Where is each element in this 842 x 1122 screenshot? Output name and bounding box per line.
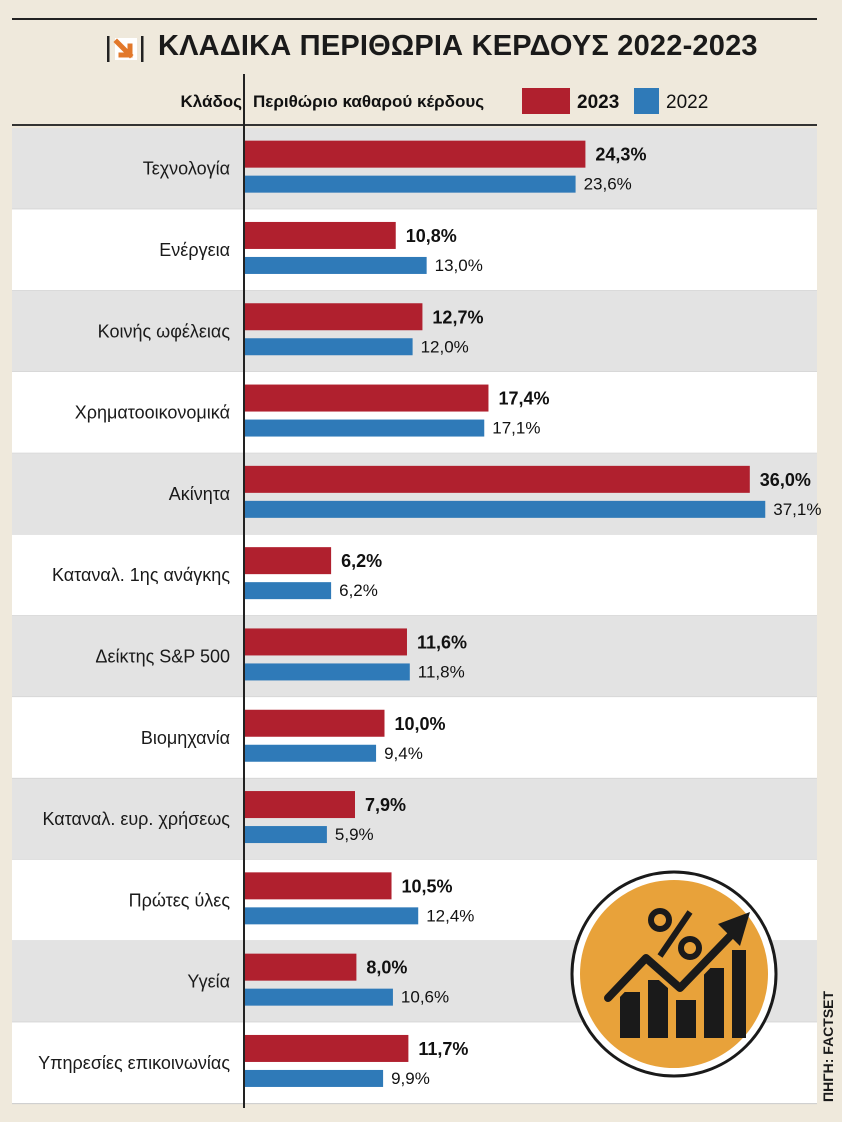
value-header: Περιθώριο καθαρού κέρδους	[253, 92, 485, 111]
data-label-2023: 11,7%	[418, 1039, 468, 1059]
data-label-2023: 8,0%	[366, 958, 407, 978]
data-label-2023: 24,3%	[595, 145, 646, 165]
bar-2022	[244, 500, 766, 518]
legend-swatch-2022	[634, 88, 659, 114]
bar-2022	[244, 826, 327, 844]
data-label-2023: 7,9%	[365, 795, 406, 815]
category-label: Τεχνολογία	[143, 159, 230, 179]
data-label-2022: 6,2%	[339, 581, 378, 600]
row-background	[12, 697, 817, 779]
bar-2022	[244, 256, 427, 274]
bar-2023	[244, 303, 423, 331]
data-label-2023: 10,0%	[395, 714, 446, 734]
category-axis-line	[243, 74, 245, 1108]
bar-2023	[244, 953, 357, 981]
bar-2022	[244, 175, 576, 193]
data-label-2023: 36,0%	[760, 470, 811, 490]
category-header: Κλάδος	[180, 92, 242, 111]
bar-2023	[244, 384, 489, 412]
bar-2022	[244, 338, 413, 356]
row-background	[12, 778, 817, 860]
arrow-down-right-icon	[107, 36, 144, 62]
bar-2022	[244, 907, 419, 925]
data-label-2022: 17,1%	[492, 419, 540, 438]
category-label: Υπηρεσίες επικοινωνίας	[38, 1053, 230, 1073]
category-label: Ακίνητα	[169, 484, 230, 504]
bar-2022	[244, 988, 393, 1006]
category-label: Κοινής ωφέλειας	[98, 321, 231, 341]
data-label-2022: 12,0%	[421, 337, 469, 356]
bar-2023	[244, 465, 750, 493]
percent-growth-chart-icon	[570, 870, 778, 1078]
bar-2022	[244, 1069, 384, 1087]
bar-2023	[244, 872, 392, 900]
row-background	[12, 453, 817, 535]
row-background	[12, 615, 817, 698]
row-background	[12, 209, 817, 291]
data-label-2023: 17,4%	[498, 389, 549, 409]
data-label-2022: 23,6%	[584, 175, 632, 194]
bar-2023	[244, 140, 586, 168]
category-label: Καταναλ. ευρ. χρήσεως	[42, 809, 230, 829]
bar-2023	[244, 791, 355, 819]
data-label-2022: 9,4%	[384, 744, 423, 763]
data-label-2022: 10,6%	[401, 988, 449, 1007]
source-credit: ΠΗΓΗ: FACTSET	[820, 990, 836, 1102]
data-label-2023: 11,6%	[417, 632, 467, 652]
bar-2023	[244, 628, 407, 656]
bar-2023	[244, 221, 396, 249]
bar-2023	[244, 547, 332, 575]
legend-label-2023: 2023	[577, 92, 620, 113]
category-label: Υγεία	[187, 972, 230, 992]
category-label: Πρώτες ύλες	[129, 890, 231, 910]
category-label: Καταναλ. 1ης ανάγκης	[52, 565, 230, 585]
legend-label-2022: 2022	[666, 92, 709, 113]
bar-2022	[244, 419, 485, 437]
bar-2023	[244, 1034, 409, 1062]
data-label-2023: 12,7%	[432, 307, 483, 327]
bar-2022	[244, 663, 410, 681]
category-label: Βιομηχανία	[141, 728, 230, 748]
bar-2023	[244, 709, 385, 737]
data-label-2022: 12,4%	[426, 906, 474, 925]
data-label-2022: 37,1%	[773, 500, 821, 519]
row-background	[12, 534, 817, 616]
data-label-2023: 6,2%	[341, 551, 382, 571]
data-label-2023: 10,5%	[402, 876, 453, 896]
category-label: Δείκτης S&P 500	[95, 646, 230, 666]
category-label: Ενέργεια	[159, 240, 230, 260]
category-label: Χρηματοοικονομικά	[75, 403, 230, 423]
data-label-2022: 9,9%	[391, 1069, 430, 1088]
data-label-2022: 5,9%	[335, 825, 374, 844]
legend-swatch-2023	[522, 88, 570, 114]
data-label-2022: 11,8%	[418, 662, 465, 681]
bar-2022	[244, 744, 377, 762]
data-label-2023: 10,8%	[406, 226, 457, 246]
chart-title: ΚΛΑΔΙΚΑ ΠΕΡΙΘΩΡΙΑ ΚΕΡΔΟΥΣ 2022-2023	[158, 30, 758, 62]
title-bar: ΚΛΑΔΙΚΑ ΠΕΡΙΘΩΡΙΑ ΚΕΡΔΟΥΣ 2022-2023	[12, 18, 817, 78]
bar-2022	[244, 582, 332, 600]
row-background	[12, 128, 817, 210]
data-label-2022: 13,0%	[435, 256, 483, 275]
chart-header: Κλάδος Περιθώριο καθαρού κέρδους 2023 20…	[12, 80, 817, 126]
